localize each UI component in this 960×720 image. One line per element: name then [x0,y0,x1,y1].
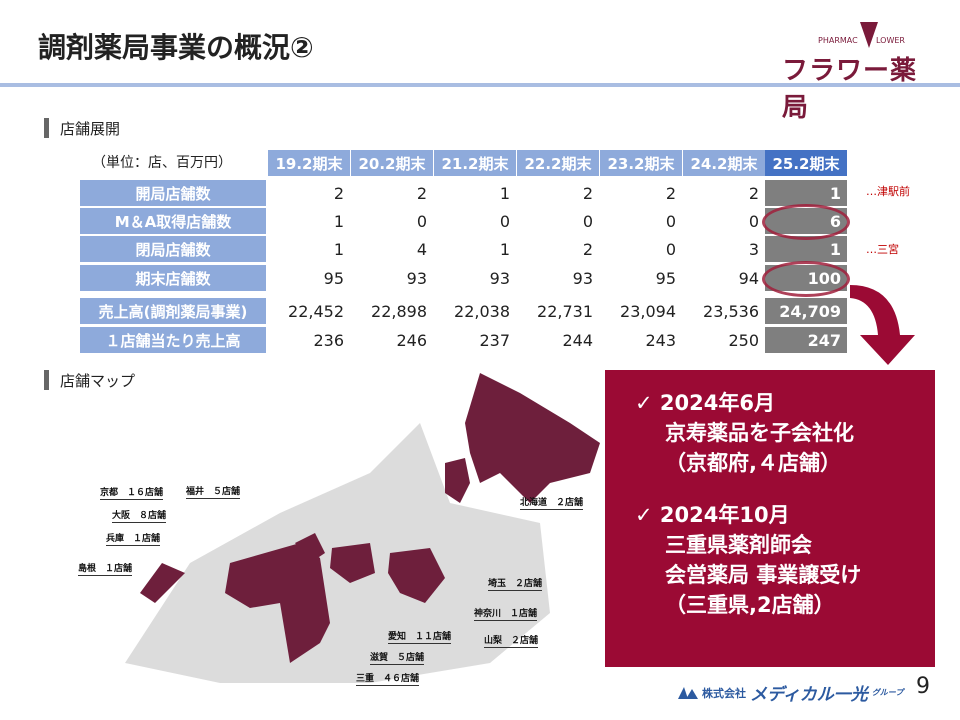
table-cell: 22,038 [454,301,510,321]
column-header: 19.2期末 [268,150,350,176]
row-label: １店舗当たり売上高 [80,327,266,353]
table-cell: 236 [313,330,344,350]
table-cell: 0 [416,211,427,231]
table-cell: 1 [765,180,847,206]
table-cell: 1 [765,236,847,262]
table-cell: 23,536 [703,301,759,321]
callout-date: ✓ 2024年10月 [635,503,790,527]
callout-text: （京都府,４店舗） [665,451,841,475]
table-cell: 0 [748,211,759,231]
column-header: 21.2期末 [434,150,516,176]
map-label-fukui: 福井 ５店舗 [186,484,241,499]
highlight-circle [762,204,850,240]
header-divider [0,83,960,87]
table-cell: 2 [416,183,427,203]
footer-company: 株式会社 [702,686,746,700]
table-cell: 1 [499,239,510,259]
map-label-osaka: 大阪 ８店舗 [112,508,167,523]
table-cell: 0 [665,211,676,231]
callout-item: ✓ 2024年6月 京寿薬品を子会社化 （京都府,４店舗） [635,388,935,478]
map-label-aichi: 愛知 １１店舗 [388,629,452,644]
table-cell: 2 [582,183,593,203]
logo-en-right: LOWER [876,36,905,45]
table-cell: 1 [333,211,344,231]
row-label: 開局店舗数 [80,180,266,206]
map-label-saitama: 埼玉 ２店舗 [488,576,543,591]
store-map: 京都 １６店舗 福井 ５店舗 大阪 ８店舗 兵庫 １店舗 島根 １店舗 北海道 … [70,363,610,697]
company-logo-icon [678,686,698,699]
table-cell: 0 [665,239,676,259]
footer-brand: メディカル一光 [750,685,868,705]
map-label-kyoto: 京都 １６店舗 [100,485,164,500]
table-cell: 244 [562,330,593,350]
map-label-kanagawa: 神奈川 １店舗 [474,606,538,621]
unit-label: （単位：店、百万円） [92,155,232,171]
table-cell: 93 [572,268,593,288]
table-cell: 94 [738,268,759,288]
table-cell: 22,898 [371,301,427,321]
map-label-shiga: 滋賀 ５店舗 [370,650,425,665]
table-cell: 1 [333,239,344,259]
table-cell: 2 [748,183,759,203]
table-cell: 2 [582,239,593,259]
table-cell: 0 [499,211,510,231]
callout-date: ✓ 2024年6月 [635,391,775,415]
table-cell: 22,452 [288,301,344,321]
table-cell: 95 [655,268,676,288]
table-cell: 24,709 [765,298,847,324]
map-label-hokkaido: 北海道 ２店舗 [520,495,584,510]
callout-text: 三重県薬剤師会 [665,533,812,557]
down-arrow-icon [850,285,915,365]
table-cell: 243 [645,330,676,350]
table-cell: 93 [406,268,427,288]
flower-icon [860,22,878,48]
note-opened: …津駅前 [866,185,910,198]
footer-logo: 株式会社 メディカル一光 グループ [678,680,903,705]
column-header: 20.2期末 [351,150,433,176]
table-cell: 23,094 [620,301,676,321]
column-header: 22.2期末 [517,150,599,176]
map-label-yamanashi: 山梨 ２店舗 [484,633,539,648]
row-label: 期末店舗数 [80,265,266,291]
table-cell: 0 [582,211,593,231]
column-header: 24.2期末 [683,150,765,176]
logo-en-left: PHARMAC [818,36,858,45]
table-cell: 95 [323,268,344,288]
footer-group: グループ [871,688,904,697]
callout-text: 京寿薬品を子会社化 [665,421,854,445]
highlight-circle [762,261,850,297]
map-label-hyogo: 兵庫 １店舗 [106,531,161,546]
page-title: 調剤薬局事業の概況② [38,31,314,64]
callout-text: （三重県,2店舗） [665,593,835,617]
table-cell: 93 [489,268,510,288]
row-label: 売上高(調剤薬局事業) [80,298,266,324]
column-header: 25.2期末 [765,150,847,176]
row-label: 閉局店舗数 [80,236,266,262]
section-store-development: 店舗展開 [40,118,120,139]
page-number: 9 [916,674,930,699]
japan-map [125,363,610,683]
flower-pharmacy-logo: PHARMAC LOWER フラワー薬局 [780,20,940,123]
logo-text: フラワー薬局 [782,56,918,123]
table-cell: 4 [416,239,427,259]
map-label-mie: 三重 ４６店舗 [356,671,420,686]
section-store-map: 店舗マップ [40,370,135,391]
table-cell: 3 [748,239,759,259]
table-cell: 22,731 [537,301,593,321]
column-header: 23.2期末 [600,150,682,176]
acquisition-callout: ✓ 2024年6月 京寿薬品を子会社化 （京都府,４店舗） ✓ 2024年10月… [605,370,935,667]
table-cell: 1 [499,183,510,203]
row-label: M＆A取得店舗数 [80,208,266,234]
table-cell: 2 [665,183,676,203]
callout-text: 会営薬局 事業譲受け [665,563,862,587]
map-label-shimane: 島根 １店舗 [78,561,133,576]
table-cell: 237 [479,330,510,350]
table-cell: 246 [396,330,427,350]
table-cell: 247 [765,327,847,353]
table-cell: 2 [333,183,344,203]
note-closed: …三宮 [866,243,899,256]
callout-item: ✓ 2024年10月 三重県薬剤師会 会営薬局 事業譲受け （三重県,2店舗） [635,500,935,620]
table-cell: 250 [728,330,759,350]
